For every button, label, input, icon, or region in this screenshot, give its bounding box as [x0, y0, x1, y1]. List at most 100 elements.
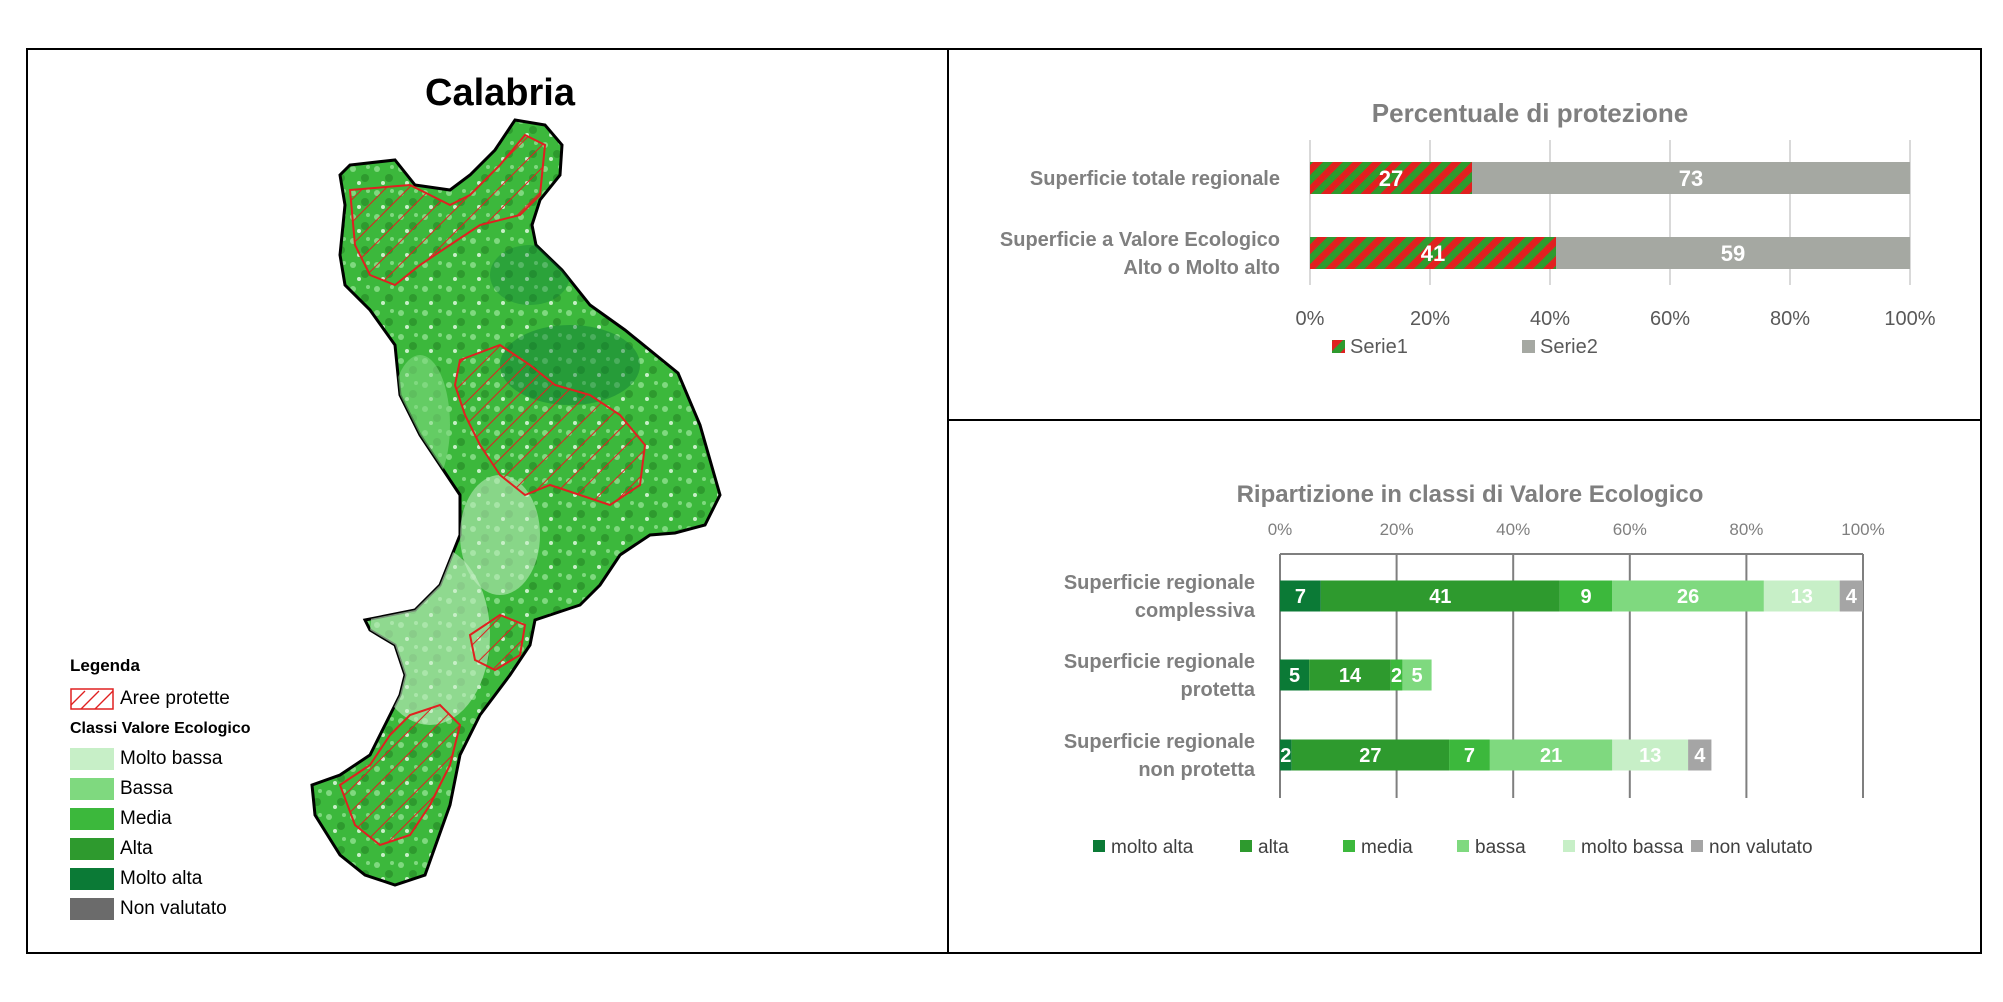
chart2-data-label: 26: [1677, 586, 1699, 608]
legend-label-class: Non valutato: [120, 898, 227, 919]
chart1-data-label: 41: [1421, 241, 1445, 266]
chart2-bar-segment: [1688, 739, 1712, 771]
chart1-data-label: 73: [1679, 166, 1703, 191]
chart2-bar-segment: [1489, 739, 1613, 771]
chart2-bar-segment: [1449, 739, 1490, 771]
legend-swatch: [70, 748, 114, 770]
legend-item-class: Media: [70, 804, 330, 834]
chart2-xtick-label: 20%: [1380, 520, 1414, 539]
chart2-bar-segment: [1280, 739, 1292, 771]
chart1-category-label: Superficie a Valore Ecologico: [1000, 229, 1280, 251]
chart2-bar-segment: [1390, 659, 1403, 691]
chart2-legend-label: molto bassa: [1581, 837, 1684, 858]
chart2-bar-segment: [1309, 659, 1391, 691]
chart2-legend-swatch: [1563, 840, 1575, 852]
chart2-title: Ripartizione in classi di Valore Ecologi…: [1237, 481, 1704, 508]
legend-item-class: Non valutato: [70, 894, 330, 924]
chart-ecological-classes: Ripartizione in classi di Valore Ecologi…: [1064, 481, 1885, 858]
chart2-data-label: 27: [1359, 745, 1381, 767]
chart2-legend-swatch: [1691, 840, 1703, 852]
chart2-data-label: 21: [1540, 745, 1562, 767]
chart2-category-label: Superficie regionale: [1064, 651, 1255, 673]
chart2-bar-segment: [1320, 580, 1560, 612]
chart2-data-label: 5: [1289, 665, 1300, 687]
chart2-legend-swatch: [1457, 840, 1469, 852]
legend-swatch: [70, 808, 114, 830]
chart2-xtick-label: 80%: [1729, 520, 1763, 539]
legend-item-class: Molto alta: [70, 864, 330, 894]
chart2-data-label: 41: [1429, 586, 1451, 608]
chart2-data-label: 2: [1391, 665, 1402, 687]
legend-item-class: Molto bassa: [70, 744, 330, 774]
chart1-bar-serie1: [1310, 162, 1472, 194]
chart2-legend-swatch: [1093, 840, 1105, 852]
legend-item-class: Alta: [70, 834, 330, 864]
chart1-bar-serie1: [1310, 237, 1556, 269]
legend-label-class: Alta: [120, 838, 153, 859]
chart2-data-label: 9: [1581, 586, 1592, 608]
chart1-legend-label: Serie2: [1540, 336, 1598, 358]
chart1-xtick-label: 100%: [1884, 308, 1935, 330]
chart2-xtick-label: 40%: [1496, 520, 1530, 539]
legend-label-class: Molto bassa: [120, 748, 223, 769]
chart2-xtick-label: 60%: [1613, 520, 1647, 539]
chart2-bar-segment: [1839, 580, 1863, 612]
chart2-bar-segment: [1559, 580, 1613, 612]
chart1-legend-swatch: [1332, 340, 1345, 353]
chart1-xtick-label: 80%: [1770, 308, 1810, 330]
legend-item-protected: Aree protette: [70, 684, 330, 714]
chart-protection-percentage: Percentuale di protezione 0% 20% 40% 60% 80% 1…: [1000, 98, 1936, 358]
chart1-bar-serie2: [1472, 162, 1910, 194]
legend-swatch: [70, 838, 114, 860]
chart2-legend-label: bassa: [1475, 837, 1526, 858]
protected-areas: [338, 133, 647, 847]
legend-classes-heading: Classi Valore Ecologico: [70, 720, 251, 737]
legend-label-class: Bassa: [120, 778, 173, 799]
chart2-xtick-label: 0%: [1268, 520, 1293, 539]
chart2-data-label: 7: [1295, 586, 1306, 608]
chart1-data-label: 27: [1379, 166, 1403, 191]
chart2-category-label: protetta: [1181, 679, 1256, 701]
legend-label-class: Molto alta: [120, 868, 203, 889]
map-title: Calabria: [425, 72, 575, 114]
horizontal-divider: [947, 419, 1982, 421]
chart2-data-label: 4: [1694, 745, 1706, 767]
calabria-map: [310, 118, 722, 887]
chart2-data-label: 14: [1339, 665, 1362, 687]
map-legend: Legenda Aree protette Classi Valore Ecol…: [70, 656, 330, 924]
chart1-category-label: Alto o Molto alto: [1123, 257, 1280, 279]
chart2-data-label: 5: [1411, 665, 1422, 687]
figure-frame: [26, 48, 1982, 954]
chart2-category-label: Superficie regionale: [1064, 731, 1255, 753]
legend-label-class: Media: [120, 808, 172, 829]
chart2-data-label: 7: [1464, 745, 1475, 767]
chart1-xtick-label: 60%: [1650, 308, 1690, 330]
chart1-xtick-label: 0%: [1296, 308, 1325, 330]
chart2-bar-segment: [1612, 739, 1689, 771]
chart1-title: Percentuale di protezione: [1372, 98, 1688, 128]
hatch-swatch-icon: [70, 688, 114, 710]
chart2-legend-label: non valutato: [1709, 837, 1813, 858]
chart2-bar-segment: [1612, 580, 1764, 612]
chart2-xtick-label: 100%: [1841, 520, 1884, 539]
chart1-category-label: Superficie totale regionale: [1030, 168, 1280, 190]
chart1-legend-label: Serie1: [1350, 336, 1408, 358]
chart2-data-label: 4: [1846, 586, 1858, 608]
chart2-bar-segment: [1280, 659, 1310, 691]
chart2-legend-label: media: [1361, 837, 1413, 858]
legend-classes: Molto bassa Bassa Media Alta Molto alta Non v…: [70, 744, 330, 924]
chart2-bar-segment: [1763, 580, 1840, 612]
legend-heading: Legenda: [70, 656, 140, 675]
chart2-legend-label: molto alta: [1111, 837, 1194, 858]
chart2-category-label: Superficie regionale: [1064, 572, 1255, 594]
chart1-bar-serie2: [1556, 237, 1910, 269]
chart2-category-label: non protetta: [1138, 759, 1256, 781]
chart2-bar-segment: [1291, 739, 1450, 771]
chart2-legend-swatch: [1343, 840, 1355, 852]
chart1-xtick-label: 20%: [1410, 308, 1450, 330]
chart1-xtick-label: 40%: [1530, 308, 1570, 330]
chart2-data-label: 13: [1639, 745, 1661, 767]
legend-item-class: Bassa: [70, 774, 330, 804]
legend-swatch: [70, 898, 114, 920]
legend-swatch: [70, 868, 114, 890]
